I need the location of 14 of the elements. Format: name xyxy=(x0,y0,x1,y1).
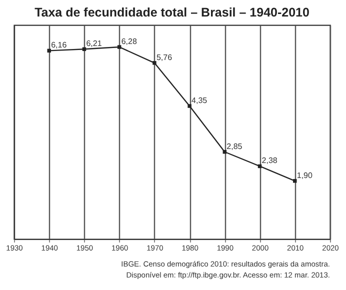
point xyxy=(152,61,156,65)
data-label: 1,90 xyxy=(296,170,314,180)
point xyxy=(117,45,122,49)
data-label: 6,28 xyxy=(121,37,138,46)
data-label: 4,35 xyxy=(192,96,208,106)
data-label: 5,76 xyxy=(156,52,173,62)
chart-title: Taxa de fecundidade total – Brasil – 1940-2010 xyxy=(34,6,310,20)
data-label: 2,85 xyxy=(226,142,243,151)
data-label: 2,38 xyxy=(262,156,278,166)
data-label: 6,16 xyxy=(51,40,68,50)
point xyxy=(47,48,51,53)
point xyxy=(188,104,192,108)
point xyxy=(293,179,297,183)
data-label: 6,21 xyxy=(86,39,102,48)
